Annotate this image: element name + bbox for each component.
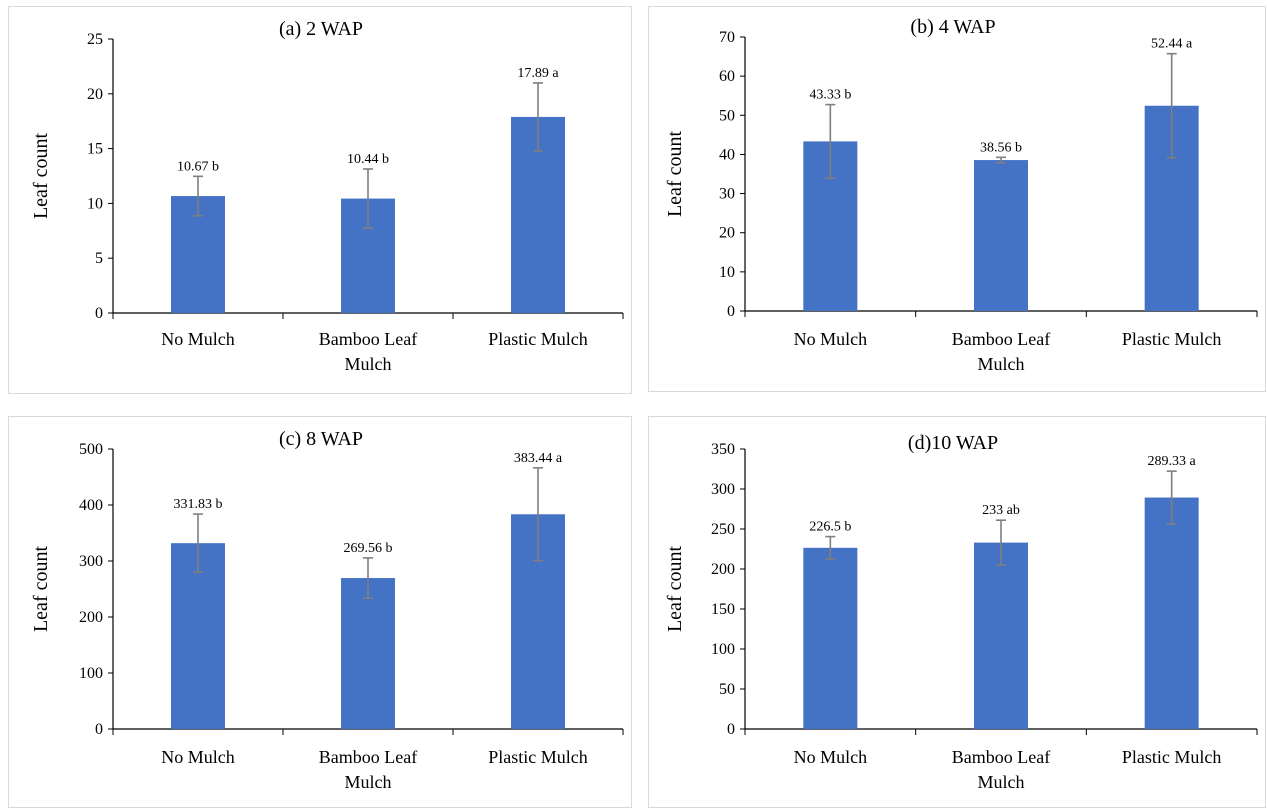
data-label: 10.67 b xyxy=(177,159,219,174)
y-tick-label: 350 xyxy=(711,441,735,458)
y-tick-label: 300 xyxy=(79,553,103,570)
y-tick-label: 250 xyxy=(711,521,735,538)
category-label: Bamboo Leaf xyxy=(952,747,1050,767)
category-label: Mulch xyxy=(345,772,392,792)
y-axis-label: Leaf count xyxy=(664,546,686,633)
category-label: Plastic Mulch xyxy=(488,329,588,349)
chart-title: (a) 2 WAP xyxy=(279,18,363,40)
y-tick-label: 0 xyxy=(95,721,103,738)
y-tick-label: 50 xyxy=(719,107,735,124)
data-label: 38.56 b xyxy=(980,140,1022,155)
y-tick-label: 40 xyxy=(719,146,735,163)
y-tick-label: 500 xyxy=(79,441,103,458)
bar-chart: (d)10 WAP Leaf count 0 50 100 150 200 250 300 350… xyxy=(664,432,1258,792)
bar-chart: (b) 4 WAP Leaf count 0 10 20 30 40 50 60 70 43.33 … xyxy=(664,16,1258,374)
y-tick-label: 30 xyxy=(719,186,735,203)
y-tick-label: 200 xyxy=(711,561,735,578)
y-tick-label: 70 xyxy=(719,29,735,46)
y-tick-label: 150 xyxy=(711,601,735,618)
chart-title: (c) 8 WAP xyxy=(279,428,363,450)
data-label: 331.83 b xyxy=(174,497,223,512)
y-axis-label: Leaf count xyxy=(664,131,686,218)
bar xyxy=(974,160,1028,311)
y-tick-label: 10 xyxy=(87,195,103,212)
data-label: 10.44 b xyxy=(347,152,389,167)
y-tick-label: 100 xyxy=(711,641,735,658)
y-tick-label: 10 xyxy=(719,264,735,281)
bar xyxy=(171,543,225,729)
category-label: No Mulch xyxy=(794,747,868,767)
chart-panel-10-wap: (d)10 WAP Leaf count 0 50 100 150 200 250 300 350… xyxy=(648,416,1266,808)
bar xyxy=(803,547,858,729)
y-tick-label: 200 xyxy=(79,609,103,626)
category-label: Bamboo Leaf xyxy=(319,329,417,349)
y-tick-label: 20 xyxy=(719,225,735,242)
bar xyxy=(1144,497,1199,729)
chart-title: (b) 4 WAP xyxy=(910,16,995,38)
data-label: 52.44 a xyxy=(1151,37,1193,52)
chart-panel-4-wap: (b) 4 WAP Leaf count 0 10 20 30 40 50 60 70 43.33 … xyxy=(648,6,1266,392)
category-label: Plastic Mulch xyxy=(1122,329,1222,349)
y-tick-label: 5 xyxy=(95,250,103,267)
category-label: Bamboo Leaf xyxy=(952,329,1050,349)
category-label: Plastic Mulch xyxy=(1122,747,1222,767)
bar xyxy=(974,542,1028,729)
data-label: 226.5 b xyxy=(809,520,851,535)
bar xyxy=(341,578,395,729)
category-label: Mulch xyxy=(978,354,1025,374)
chart-title: (d)10 WAP xyxy=(908,432,998,454)
data-label: 233 ab xyxy=(982,503,1020,518)
data-label: 383.44 a xyxy=(514,451,563,466)
y-tick-label: 15 xyxy=(87,141,103,158)
chart-panel-8-wap: (c) 8 WAP Leaf count 0 100 200 300 400 500 331.8… xyxy=(8,416,632,808)
category-label: Mulch xyxy=(978,772,1025,792)
category-label: No Mulch xyxy=(161,329,235,349)
bar-chart: (a) 2 WAP Leaf count 0 5 10 15 20 25 10.67 b No M… xyxy=(30,18,624,374)
category-label: Bamboo Leaf xyxy=(319,747,417,767)
y-tick-label: 100 xyxy=(79,665,103,682)
bar-chart: (c) 8 WAP Leaf count 0 100 200 300 400 500 331.8… xyxy=(30,428,624,792)
data-label: 289.33 a xyxy=(1148,454,1197,469)
data-label: 17.89 a xyxy=(517,66,559,81)
y-tick-label: 300 xyxy=(711,481,735,498)
y-tick-label: 0 xyxy=(727,303,735,320)
y-tick-label: 0 xyxy=(727,721,735,738)
y-tick-label: 50 xyxy=(719,681,735,698)
y-tick-label: 25 xyxy=(87,31,103,48)
data-label: 43.33 b xyxy=(809,88,851,103)
data-label: 269.56 b xyxy=(344,541,393,556)
y-axis-label: Leaf count xyxy=(30,133,52,220)
category-label: Plastic Mulch xyxy=(488,747,588,767)
category-label: Mulch xyxy=(345,354,392,374)
category-label: No Mulch xyxy=(161,747,235,767)
y-axis-label: Leaf count xyxy=(30,546,52,633)
category-label: No Mulch xyxy=(794,329,868,349)
y-tick-label: 60 xyxy=(719,68,735,85)
y-tick-label: 20 xyxy=(87,86,103,103)
y-tick-label: 0 xyxy=(95,305,103,322)
chart-panel-2-wap: (a) 2 WAP Leaf count 0 5 10 15 20 25 10.67 b No M… xyxy=(8,6,632,394)
y-tick-label: 400 xyxy=(79,497,103,514)
